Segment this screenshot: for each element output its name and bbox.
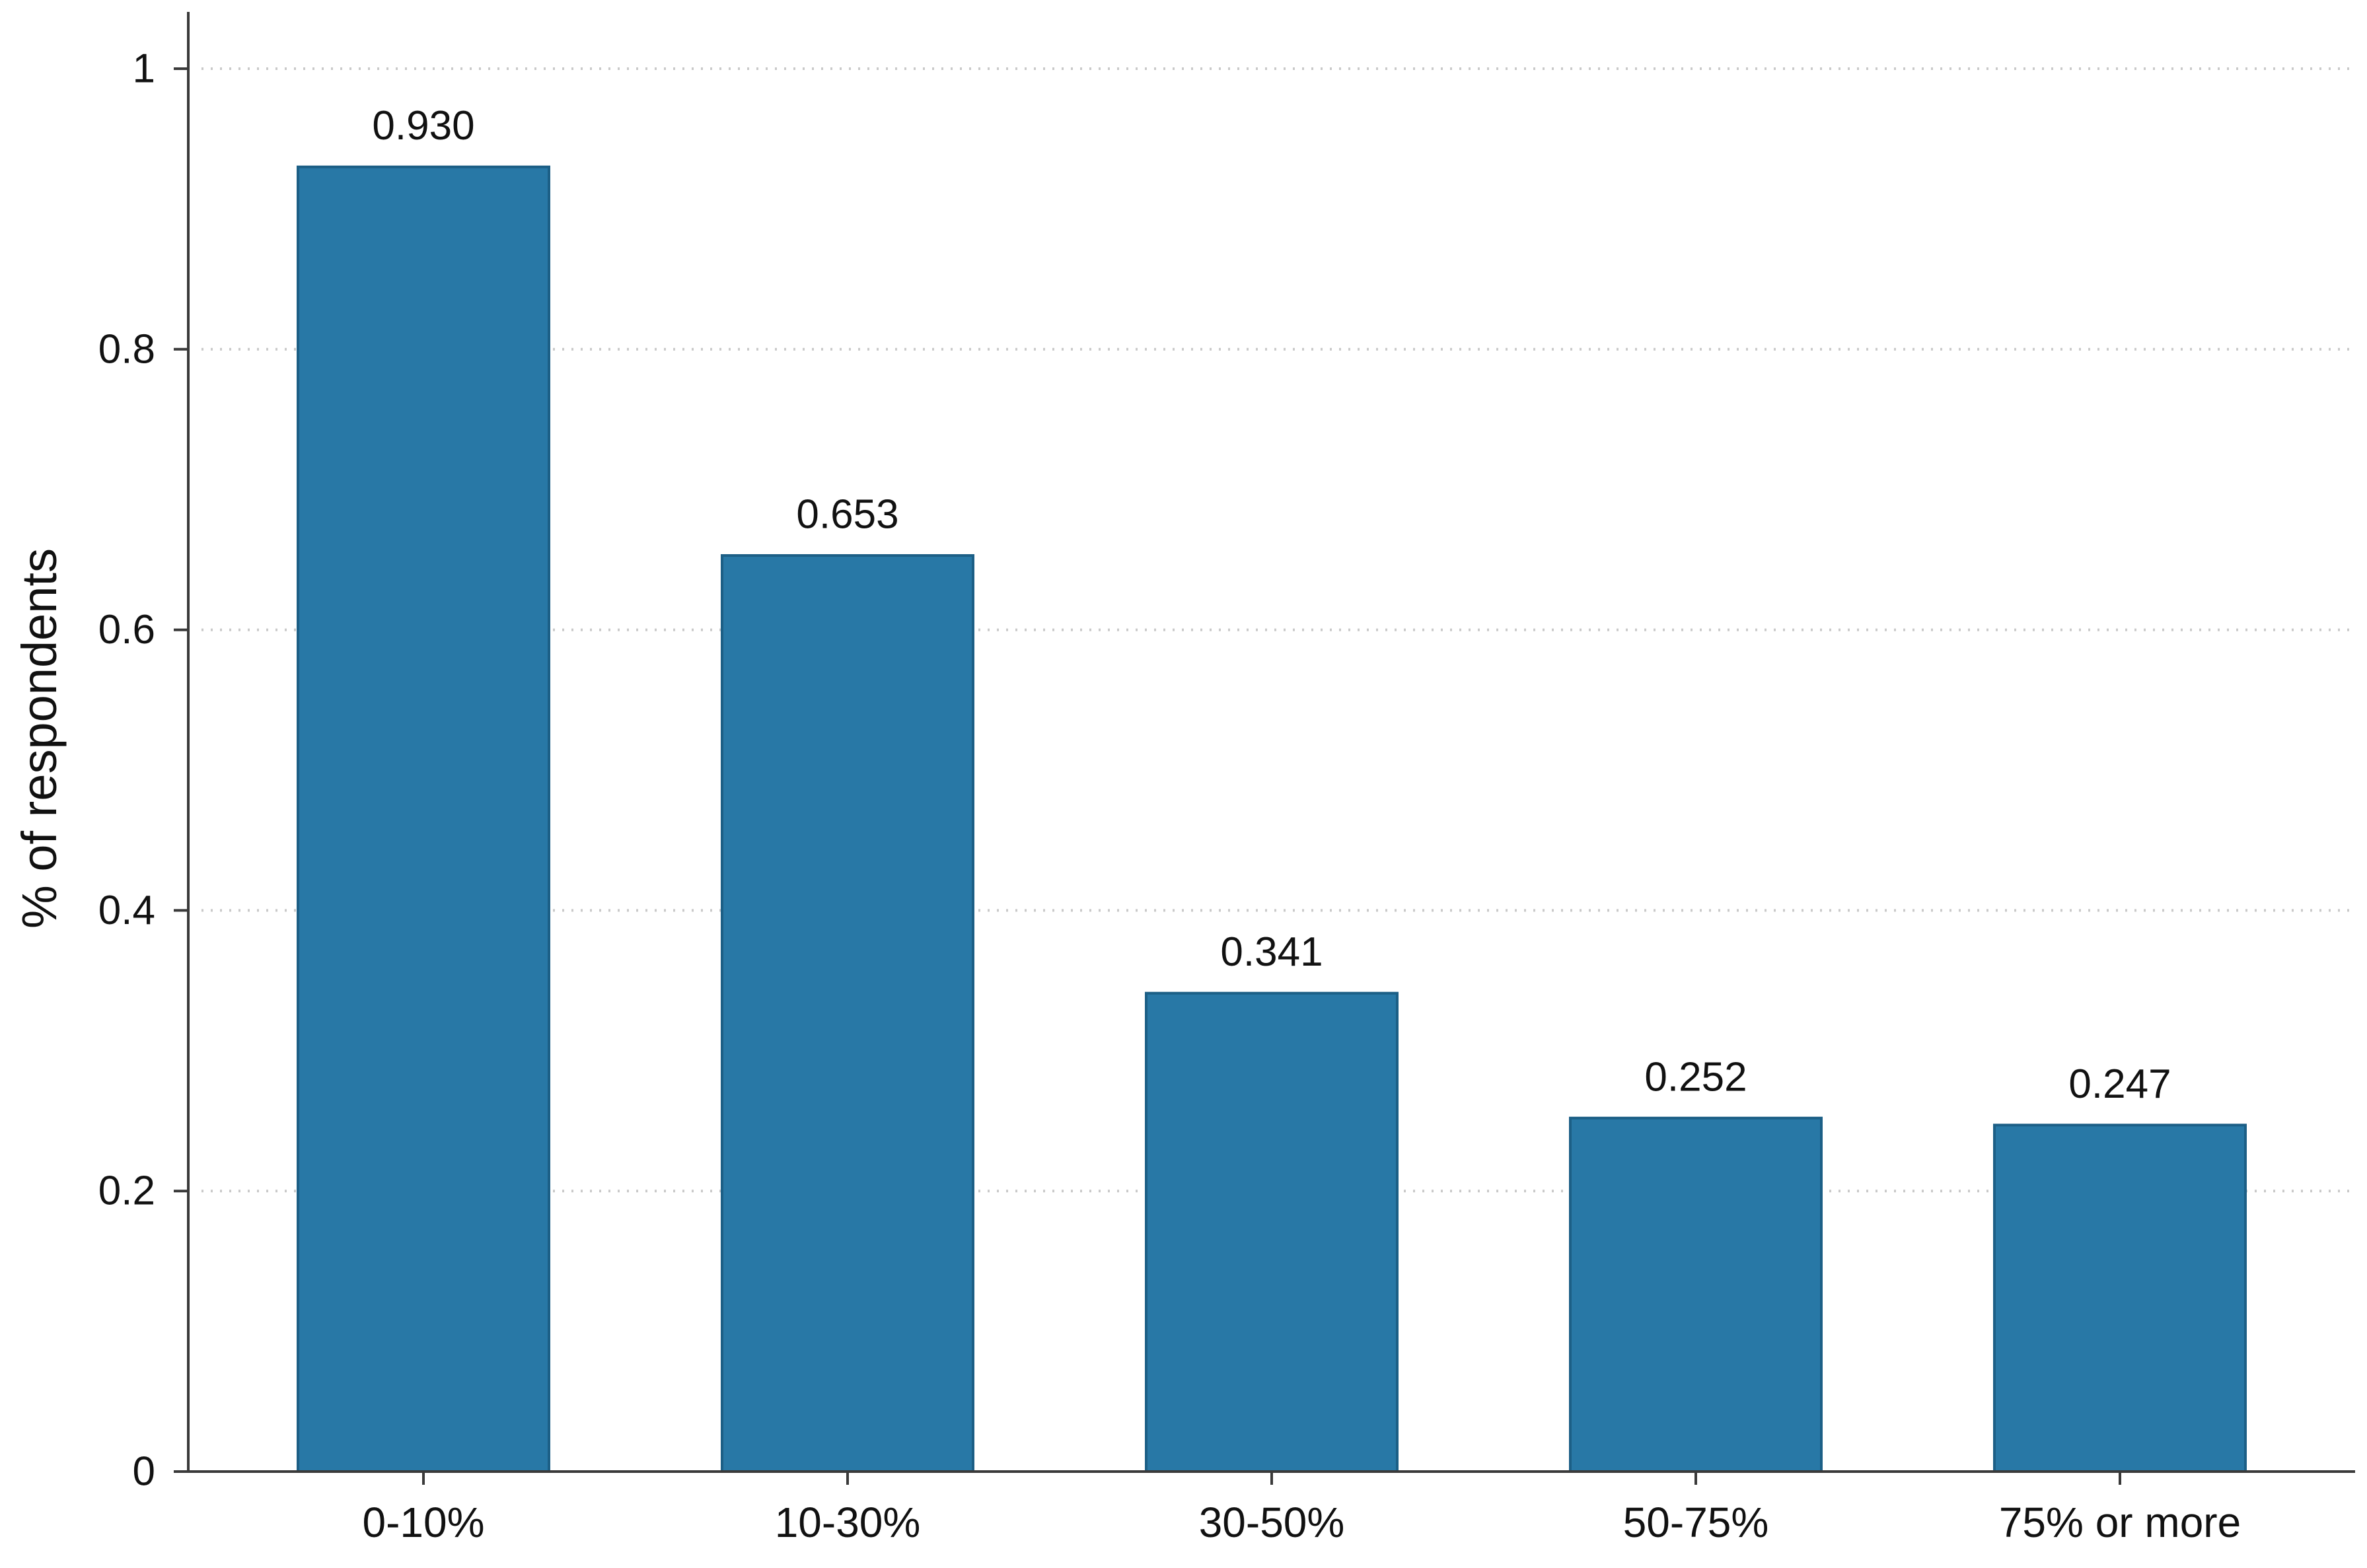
bar (297, 165, 550, 1473)
y-tick-label: 0.6 (98, 607, 155, 653)
x-tick-label: 50-75% (1623, 1499, 1769, 1546)
y-tick-label: 0.4 (98, 888, 155, 933)
bar-value-label: 0.252 (1644, 1054, 1747, 1100)
bar (1569, 1116, 1823, 1473)
bar-value-label: 0.341 (1220, 929, 1323, 975)
y-tick-label: 1 (133, 46, 155, 92)
bar (1145, 991, 1399, 1473)
bars (297, 165, 2247, 1474)
y-tick-label: 0.8 (98, 326, 155, 372)
x-tick-label: 0-10% (363, 1499, 485, 1546)
bar-value-label: 0.247 (2068, 1061, 2171, 1107)
bar-value-label: 0.930 (372, 103, 474, 149)
x-ticks: 0-10% 10-30% 30-50% 50-75% 75% or more (363, 1472, 2241, 1546)
y-tick-label: 0.2 (98, 1168, 155, 1214)
bar-value-label: 0.653 (796, 492, 898, 538)
bar (721, 554, 974, 1474)
x-tick-label: 75% or more (1999, 1499, 2241, 1546)
y-axis-title: % of respondents (12, 548, 67, 929)
x-tick-label: 10-30% (775, 1499, 921, 1546)
y-ticks: 0 0.2 0.4 0.6 0.8 1 (98, 46, 188, 1495)
bar (1993, 1123, 2247, 1473)
y-tick-label: 0 (133, 1449, 155, 1495)
x-tick-label: 30-50% (1199, 1499, 1345, 1546)
data-labels: 0.930 0.653 0.341 0.252 0.247 (372, 103, 2171, 1107)
